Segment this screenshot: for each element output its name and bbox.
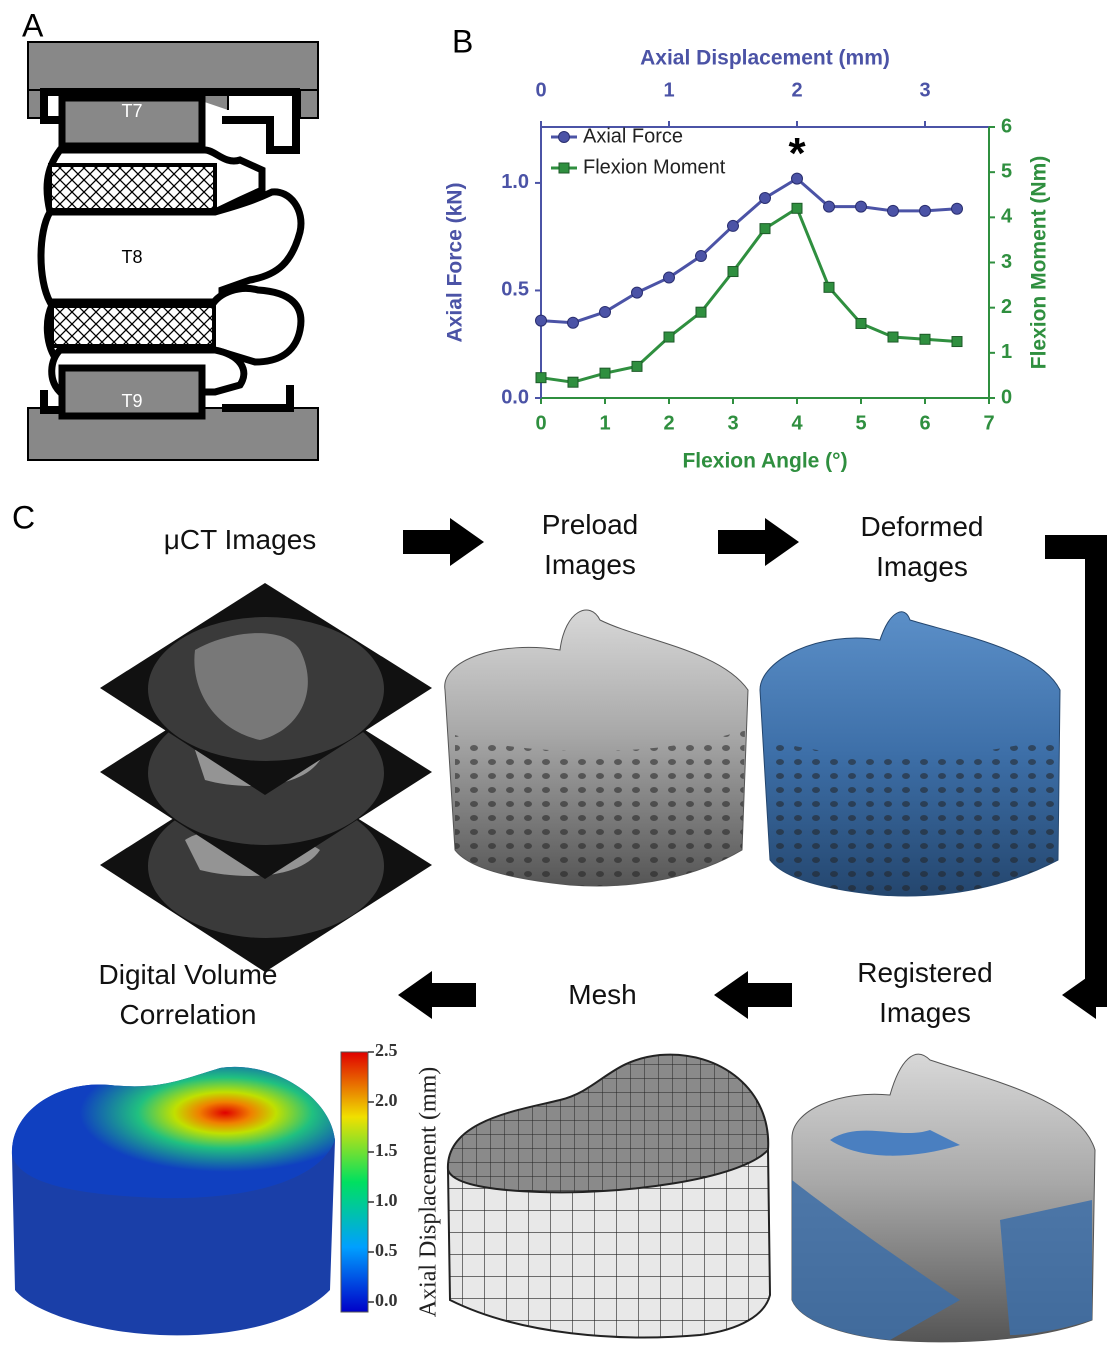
data-point (664, 272, 675, 283)
workflow-step: Mesh (520, 975, 685, 1015)
panel-label: C (12, 499, 35, 535)
x-axis-title: Flexion Angle (°) (682, 450, 847, 473)
data-point (888, 332, 898, 342)
y2-tick-label: 5 (1001, 160, 1012, 182)
registered-bone (792, 1054, 1095, 1342)
data-point (920, 205, 931, 216)
x-tick-label: 6 (919, 412, 930, 434)
panel-label: A (22, 7, 44, 43)
x-tick-label: 2 (663, 412, 674, 434)
workflow-step: μCT Images (110, 520, 370, 560)
workflow-step: Deformed Images (837, 507, 1007, 587)
ct-slices (100, 583, 432, 972)
x2-tick-label: 1 (663, 79, 674, 101)
colorbar-tick-label: 1.5 (375, 1140, 398, 1160)
colorbar-tick-label: 2.0 (375, 1090, 398, 1110)
mesh (448, 1055, 770, 1338)
data-point (632, 361, 642, 371)
data-point (696, 307, 706, 317)
data-point (568, 377, 578, 387)
y-tick-label: 0.5 (501, 279, 529, 301)
y2-tick-label: 6 (1001, 115, 1012, 137)
legend-marker (559, 132, 570, 143)
data-point (824, 201, 835, 212)
colorbar (341, 1052, 368, 1312)
y2-axis-title: Flexion Moment (Nm) (1028, 156, 1051, 370)
data-point (760, 224, 770, 234)
panel-label: B (452, 23, 473, 59)
data-point (568, 317, 579, 328)
data-point (920, 334, 930, 344)
data-point (664, 332, 674, 342)
colorbar-tick-label: 2.5 (375, 1040, 398, 1060)
x2-tick-label: 3 (919, 79, 930, 101)
y2-tick-label: 3 (1001, 251, 1012, 273)
y2-tick-label: 2 (1001, 296, 1012, 318)
data-point (952, 337, 962, 347)
x-tick-label: 7 (983, 412, 994, 434)
legend-label: Flexion Moment (583, 156, 726, 178)
data-point (824, 282, 834, 292)
data-point (632, 287, 643, 298)
spine-schematic (28, 42, 318, 460)
data-point (856, 201, 867, 212)
colorbar-tick-label: 0.5 (375, 1240, 398, 1260)
y-axis-title: Axial Force (kN) (444, 183, 467, 343)
workflow-step: Digital Volume Correlation (58, 955, 318, 1035)
x-tick-label: 5 (855, 412, 866, 434)
data-point (600, 306, 611, 317)
colorbar-tick-label: 1.0 (375, 1190, 398, 1210)
colorbar-tick-label: 0.0 (375, 1290, 398, 1310)
data-point (856, 318, 866, 328)
vertebra-label: T9 (121, 391, 142, 411)
x-tick-label: 1 (599, 412, 610, 434)
data-point (696, 251, 707, 262)
vertebra-label: T7 (121, 101, 142, 121)
colorbar-label: Axial Displacement (mm) (416, 1067, 442, 1318)
y2-tick-label: 4 (1001, 206, 1013, 228)
figure: ABCT7T8T90123456701230.00.51.00123456Fle… (0, 0, 1110, 1351)
y2-tick-label: 1 (1001, 341, 1012, 363)
x2-tick-label: 2 (791, 79, 802, 101)
data-point (952, 203, 963, 214)
x2-tick-label: 0 (535, 79, 546, 101)
data-point (888, 205, 899, 216)
workflow-step: Preload Images (505, 505, 675, 585)
annotation: * (788, 129, 806, 178)
dvc-result (12, 1067, 335, 1335)
x-tick-label: 0 (535, 412, 546, 434)
data-point (600, 368, 610, 378)
data-point (728, 220, 739, 231)
x-tick-label: 4 (791, 412, 803, 434)
data-point (792, 203, 802, 213)
preload-bone (445, 610, 748, 886)
data-point (728, 267, 738, 277)
x-tick-label: 3 (727, 412, 738, 434)
deformed-bone (760, 612, 1060, 896)
legend-marker (559, 163, 569, 173)
y-tick-label: 1.0 (501, 171, 529, 193)
y2-tick-label: 0 (1001, 386, 1012, 408)
x2-axis-title: Axial Displacement (mm) (640, 47, 890, 70)
figure-canvas: ABCT7T8T90123456701230.00.51.00123456Fle… (0, 0, 1110, 1351)
data-point (536, 315, 547, 326)
workflow-step: Registered Images (840, 953, 1010, 1033)
series-line (541, 208, 957, 382)
y-tick-label: 0.0 (501, 386, 529, 408)
data-point (536, 373, 546, 383)
data-point (760, 192, 771, 203)
vertebra-label: T8 (121, 247, 142, 267)
legend-label: Axial Force (583, 125, 683, 147)
